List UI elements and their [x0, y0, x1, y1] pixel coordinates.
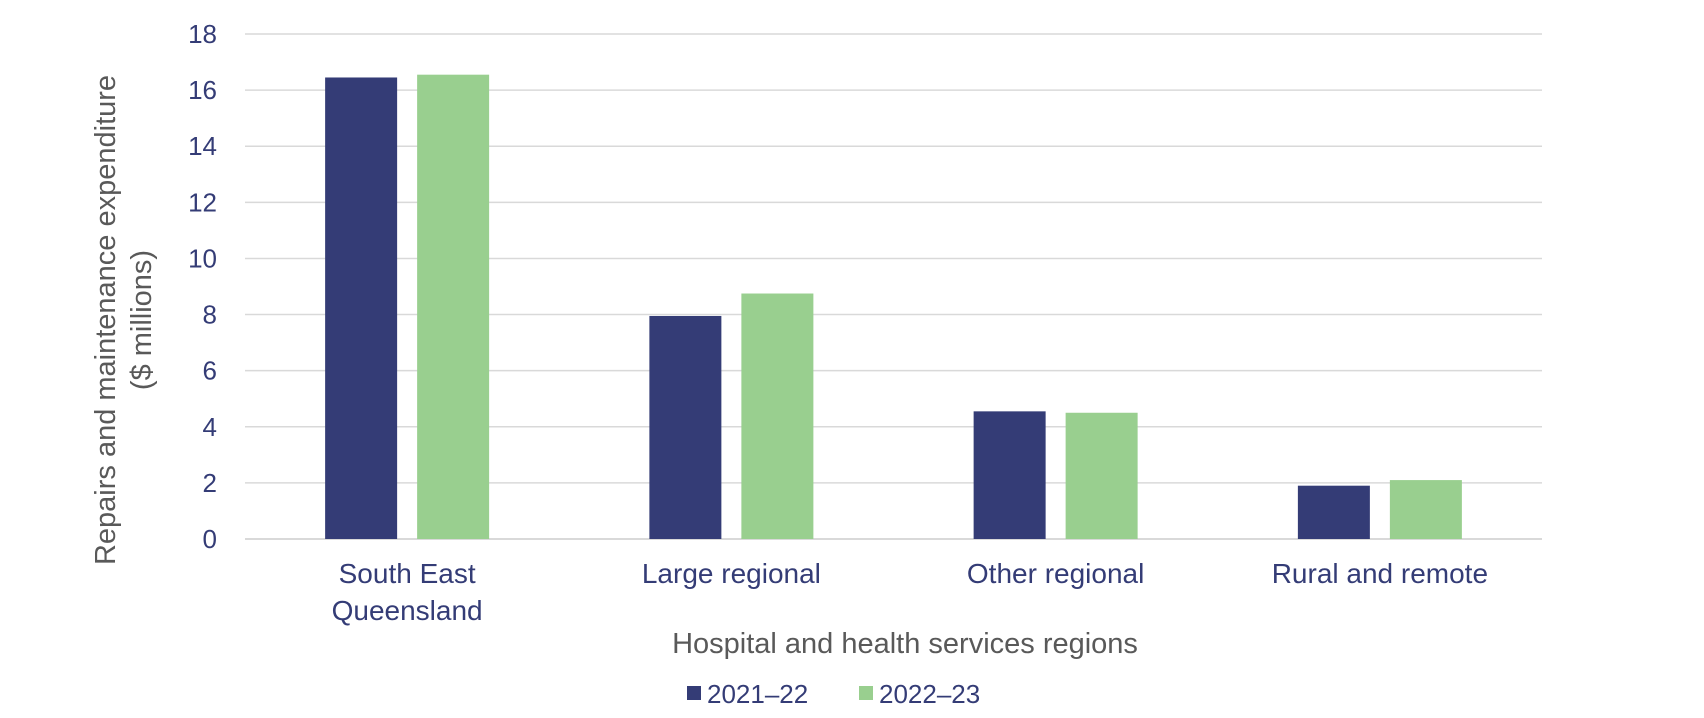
y-axis-title-line: Repairs and maintenance expenditure — [90, 75, 122, 565]
x-axis-category-labels: South East Queensland Large regional Other … — [332, 558, 1488, 626]
x-category-label: Large regional — [642, 558, 821, 589]
y-tick-label: 18 — [188, 19, 217, 49]
legend: 2021–22 2022–23 — [687, 679, 980, 709]
legend-swatch — [859, 686, 873, 700]
bar-series-2 — [1065, 412, 1138, 539]
legend-label: 2022–23 — [879, 679, 980, 709]
x-category-label: Rural and remote — [1272, 558, 1488, 589]
bar-series-2 — [1389, 480, 1462, 539]
legend-swatch — [687, 686, 701, 700]
x-axis-title: Hospital and health services regions — [672, 628, 1138, 660]
y-tick-label: 0 — [203, 524, 217, 554]
x-category-label-line: Large regional — [642, 558, 821, 589]
y-tick-label: 6 — [203, 356, 217, 386]
bar-series-1 — [973, 411, 1046, 539]
y-axis-title-line: ($ millions) — [126, 250, 158, 390]
y-tick-label: 4 — [203, 412, 217, 442]
x-category-label-line: Queensland — [332, 595, 483, 626]
y-axis-tick-labels: 0 2 4 6 8 10 12 14 16 18 — [188, 19, 217, 554]
bar-series-2 — [741, 293, 814, 539]
x-category-label: South East Queensland — [332, 558, 483, 626]
x-category-label: Other regional — [967, 558, 1144, 589]
legend-label: 2021–22 — [707, 679, 808, 709]
y-tick-label: 12 — [188, 187, 217, 217]
bar-series-1 — [649, 315, 722, 539]
y-axis-title: Repairs and maintenance expenditure ($ mi… — [90, 75, 158, 565]
x-category-label-line: Rural and remote — [1272, 558, 1488, 589]
y-tick-label: 10 — [188, 243, 217, 273]
bar-series-2 — [417, 74, 490, 540]
y-tick-label: 14 — [188, 131, 217, 161]
x-category-label-line: South East — [339, 558, 476, 589]
bar-series-1 — [325, 77, 398, 539]
x-category-label-line: Other regional — [967, 558, 1144, 589]
y-tick-label: 16 — [188, 75, 217, 105]
y-tick-label: 8 — [203, 300, 217, 330]
y-axis-title-text: Repairs and maintenance expenditure ($ mi… — [90, 75, 158, 565]
y-tick-label: 2 — [203, 468, 217, 498]
bars — [325, 74, 1462, 540]
bar-series-1 — [1297, 485, 1370, 539]
